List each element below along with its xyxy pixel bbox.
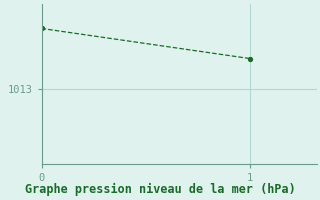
Text: Graphe pression niveau de la mer (hPa): Graphe pression niveau de la mer (hPa) — [25, 183, 295, 196]
